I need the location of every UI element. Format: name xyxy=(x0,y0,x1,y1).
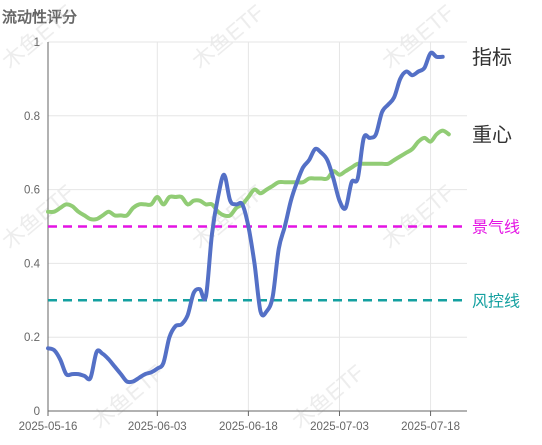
x-tick-label: 2025-06-03 xyxy=(128,421,187,433)
reference-line-label: 风控线 xyxy=(472,291,520,310)
series-line-center xyxy=(46,128,451,222)
watermark-text: 木鱼ETF xyxy=(377,180,459,254)
series-label: 重心 xyxy=(472,122,512,146)
x-tick-label: 2025-07-18 xyxy=(401,421,460,433)
axes: 0 0.2 0.4 0.6 0.8 1 2025-05-16 2025-06-03 2025-0… xyxy=(19,37,467,433)
watermark-text: 木鱼ETF xyxy=(377,0,459,74)
x-tick-label: 2025-06-18 xyxy=(219,421,278,433)
x-tick-label: 2025-07-03 xyxy=(310,421,369,433)
y-tick-label: 0.8 xyxy=(24,111,40,123)
reference-lines xyxy=(48,225,467,302)
series-line-indicator xyxy=(46,50,445,385)
y-tick-label: 0.2 xyxy=(24,332,40,344)
y-tick-label: 0 xyxy=(34,406,40,418)
x-tick-label: 2025-05-16 xyxy=(19,421,78,433)
chart-title: 流动性评分 xyxy=(2,8,78,26)
y-tick-label: 0.4 xyxy=(24,258,41,270)
series-lines xyxy=(46,50,451,385)
watermark-text: 木鱼ETF xyxy=(187,0,269,74)
y-tick-label: 0.6 xyxy=(24,185,40,197)
y-tick-label: 1 xyxy=(34,37,40,49)
reference-line-label: 景气线 xyxy=(472,218,520,237)
series-label: 指标 xyxy=(472,45,512,69)
